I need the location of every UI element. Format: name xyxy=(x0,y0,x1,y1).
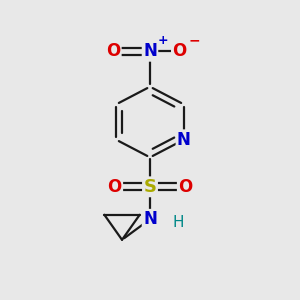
Text: N: N xyxy=(143,210,157,228)
Text: O: O xyxy=(107,178,122,196)
Text: −: − xyxy=(189,33,201,47)
Text: H: H xyxy=(172,214,184,230)
Text: N: N xyxy=(143,42,157,60)
Text: +: + xyxy=(158,34,169,47)
Text: O: O xyxy=(106,42,120,60)
Text: O: O xyxy=(178,178,193,196)
Text: S: S xyxy=(143,178,157,196)
Text: O: O xyxy=(172,42,187,60)
Text: N: N xyxy=(177,131,191,149)
